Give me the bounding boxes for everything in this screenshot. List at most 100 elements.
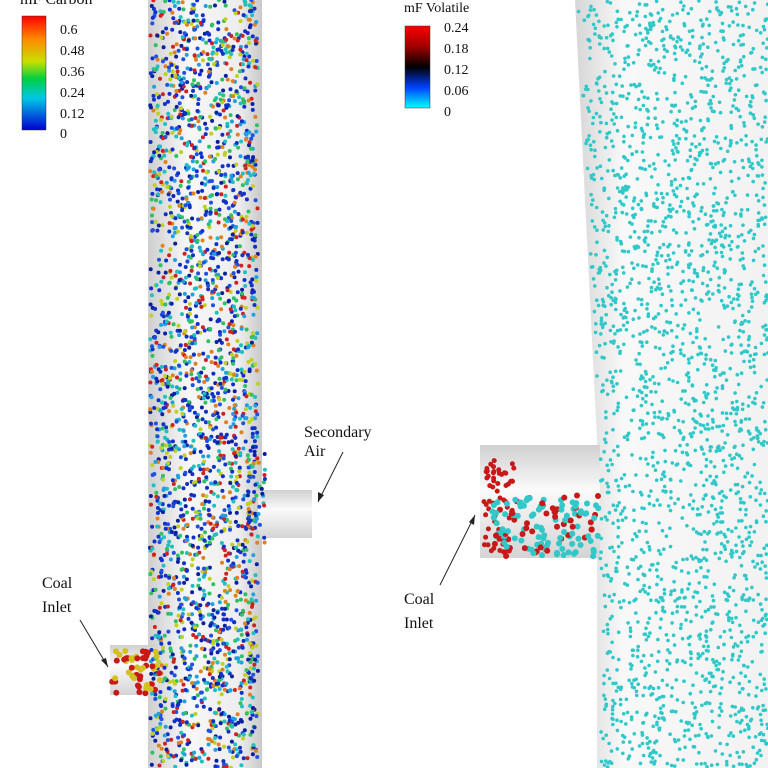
particle <box>199 759 204 764</box>
particle <box>682 22 686 26</box>
particle <box>713 84 718 89</box>
particle <box>180 196 185 201</box>
particle <box>688 463 693 468</box>
particle <box>220 513 225 518</box>
particle <box>160 189 164 194</box>
particle <box>188 552 192 557</box>
particle <box>608 546 612 550</box>
particle <box>719 250 724 255</box>
particle <box>657 330 662 334</box>
particle <box>719 709 724 713</box>
particle <box>154 494 159 499</box>
particle <box>249 136 254 141</box>
particle <box>589 265 594 269</box>
particle <box>627 572 631 576</box>
particle <box>763 427 768 432</box>
particle <box>636 648 640 653</box>
particle <box>215 411 220 416</box>
particle <box>751 706 755 710</box>
particle <box>721 36 726 40</box>
particle <box>201 58 205 63</box>
particle <box>158 690 163 694</box>
particle <box>704 383 709 387</box>
particle <box>148 33 153 38</box>
particle <box>654 65 658 70</box>
particle <box>599 517 604 521</box>
particle <box>180 0 185 5</box>
particle <box>616 345 620 349</box>
particle <box>665 659 669 663</box>
particle <box>227 298 231 303</box>
particle <box>203 358 208 362</box>
particle <box>152 648 159 655</box>
particle <box>630 538 635 542</box>
particle <box>244 51 249 56</box>
particle <box>651 375 655 379</box>
particle <box>203 90 208 95</box>
particle <box>176 524 181 529</box>
particle <box>245 539 250 544</box>
particle <box>600 389 604 394</box>
particle <box>208 623 213 628</box>
particle <box>669 694 674 698</box>
particle <box>247 143 251 148</box>
particle <box>740 762 744 767</box>
particle <box>174 20 179 25</box>
particle <box>761 90 766 94</box>
particle <box>610 716 614 721</box>
particle <box>239 263 244 268</box>
particle <box>750 585 754 590</box>
particle <box>754 486 759 490</box>
particle <box>598 97 602 101</box>
particle <box>730 463 734 467</box>
particle <box>763 215 768 220</box>
particle <box>679 0 683 4</box>
particle <box>148 572 153 577</box>
particle <box>192 333 197 338</box>
particle <box>649 58 653 63</box>
particle <box>254 275 259 280</box>
particle <box>611 38 615 43</box>
particle <box>150 353 155 358</box>
particle <box>746 173 750 178</box>
particle <box>226 257 231 262</box>
particle <box>674 57 678 62</box>
particle <box>230 439 234 444</box>
particle <box>243 163 248 168</box>
particle <box>181 649 186 654</box>
particle <box>229 617 234 622</box>
particle <box>204 687 209 692</box>
particle <box>219 173 224 177</box>
particle <box>696 652 700 656</box>
particle <box>717 725 721 730</box>
particle <box>624 697 629 702</box>
particle <box>248 186 253 191</box>
particle <box>172 50 177 55</box>
particle <box>209 386 214 391</box>
particle <box>519 531 526 537</box>
particle <box>159 641 164 646</box>
particle <box>250 295 255 300</box>
particle <box>752 116 757 121</box>
particle <box>168 725 173 730</box>
particle <box>160 148 165 153</box>
particle <box>219 244 224 249</box>
particle <box>203 420 208 425</box>
particle <box>718 741 722 746</box>
particle <box>638 340 642 344</box>
particle <box>243 270 247 275</box>
particle <box>674 146 678 150</box>
particle <box>656 561 660 566</box>
particle <box>691 499 696 503</box>
particle <box>736 658 741 662</box>
particle <box>231 188 236 192</box>
particle <box>705 222 710 227</box>
particle <box>718 691 722 696</box>
particle <box>152 183 157 188</box>
particle <box>604 563 608 567</box>
particle <box>149 293 154 298</box>
particle <box>682 605 687 609</box>
particle <box>646 224 650 228</box>
particle <box>164 747 169 752</box>
particle <box>228 688 233 693</box>
